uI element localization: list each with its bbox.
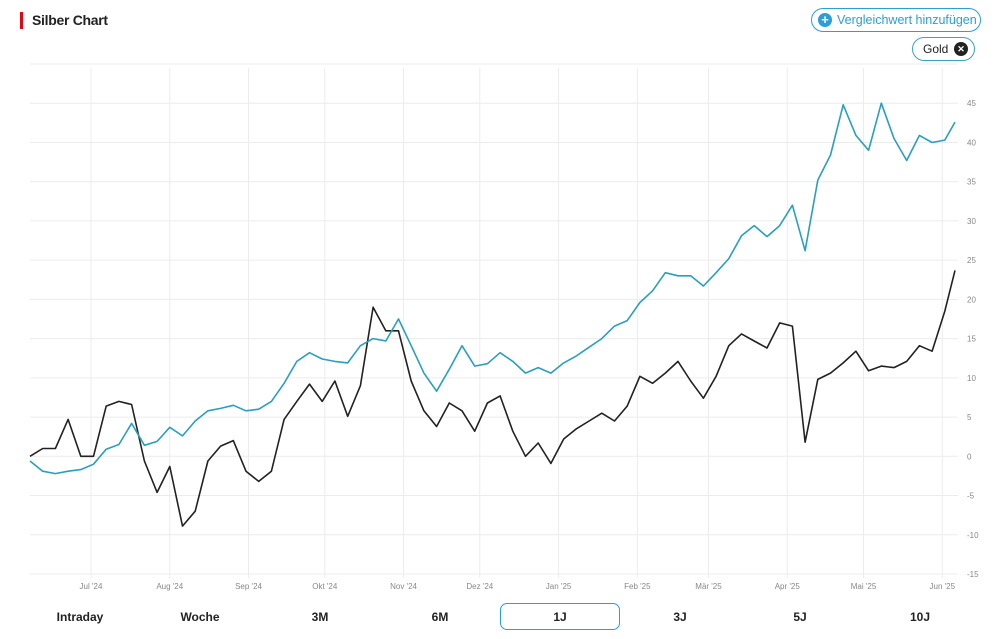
chart-title: Silber Chart (20, 11, 108, 29)
y-tick-label: 25 (967, 256, 976, 265)
y-tick-label: 20 (967, 295, 976, 304)
range-tab-10j[interactable]: 10J (909, 609, 931, 624)
comparison-chip-label: Gold (923, 42, 949, 56)
range-tab-5j[interactable]: 5J (793, 609, 807, 624)
y-tick-label: 10 (967, 374, 976, 383)
range-tab-6m[interactable]: 6M (431, 609, 449, 624)
y-tick-label: 15 (967, 335, 976, 344)
y-tick-label: -5 (967, 492, 975, 501)
y-tick-label: 30 (967, 217, 976, 226)
series-line-gold (29, 102, 956, 475)
y-tick-label: 35 (967, 178, 976, 187)
y-tick-label: -15 (967, 570, 979, 579)
y-tick-label: -10 (967, 531, 979, 540)
y-tick-label: 5 (967, 413, 972, 422)
x-tick-label: Jun '25 (930, 582, 956, 591)
price-chart: -15 -10 -5 0 5 10 15 20 25 30 35 40 45 Jul '24 Aug '24… (29, 63, 979, 591)
x-tick-label: Apr '25 (775, 582, 801, 591)
plus-circle-icon: + (818, 13, 832, 27)
x-tick-label: Jan '25 (546, 582, 572, 591)
x-tick-label: Mär '25 (695, 582, 722, 591)
x-tick-label: Feb '25 (624, 582, 651, 591)
range-tab-3j[interactable]: 3J (673, 609, 687, 624)
x-tick-label: Jul '24 (80, 582, 103, 591)
x-tick-label: Nov '24 (390, 582, 417, 591)
comparison-chip-gold: Gold ✕ (912, 37, 975, 61)
range-tab-woche[interactable]: Woche (180, 609, 220, 624)
range-tab-1j[interactable]: 1J (500, 603, 620, 630)
y-tick-label: 0 (967, 452, 972, 461)
title-accent-bar (20, 11, 23, 29)
x-tick-label: Mai '25 (851, 582, 877, 591)
range-tabs: Intraday Woche 3M 6M 1J 3J 5J 10J (20, 603, 980, 630)
add-comparison-button[interactable]: + Vergleichwert hinzufügen (811, 8, 981, 32)
y-tick-label: 40 (967, 138, 976, 147)
x-tick-label: Sep '24 (235, 582, 262, 591)
y-tick-label: 45 (967, 99, 976, 108)
chart-title-text: Silber Chart (32, 12, 108, 28)
x-tick-label: Dez '24 (466, 582, 493, 591)
x-tick-label: Okt '24 (312, 582, 338, 591)
x-tick-label: Aug '24 (156, 582, 183, 591)
add-comparison-label: Vergleichwert hinzufügen (837, 13, 977, 27)
range-tab-3m[interactable]: 3M (311, 609, 329, 624)
close-icon[interactable]: ✕ (954, 42, 968, 56)
range-tab-intraday[interactable]: Intraday (56, 609, 104, 624)
series-line-silber (29, 270, 956, 527)
